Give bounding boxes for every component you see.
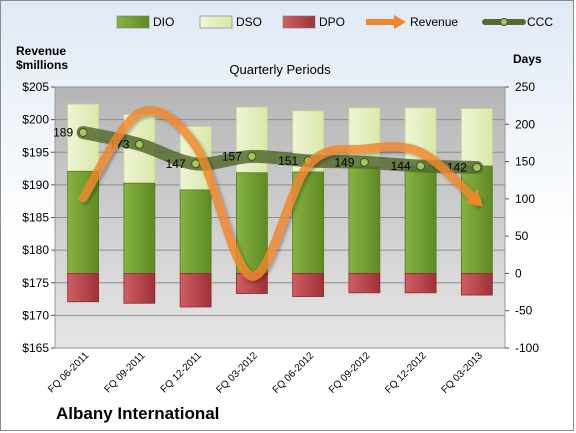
- bar-dio-6: [404, 165, 437, 274]
- bar-dio-7: [460, 165, 493, 274]
- legend-item-dso: DSO: [199, 15, 262, 29]
- ccc-point-1: [134, 139, 144, 149]
- bar-dio-2: [179, 189, 212, 274]
- bar-dpo-6: [404, 273, 437, 294]
- x-tick-label-5: FQ 09-2012: [327, 350, 373, 396]
- revenue-line: [78, 106, 482, 281]
- ccc-point-3: [247, 151, 257, 161]
- ccc-data-label-5: 149: [334, 155, 354, 169]
- legend-marker: [500, 18, 508, 26]
- right-axis-title: Days: [513, 52, 542, 66]
- ccc-point-7: [472, 163, 482, 173]
- left-tick-label: $200: [22, 113, 49, 127]
- legend-swatch: [199, 15, 233, 29]
- left-axis-title-line2: $millions: [16, 58, 69, 72]
- x-tick-label-2: FQ 12-2011: [159, 350, 204, 395]
- left-tick-label: $185: [22, 211, 49, 225]
- legend-item-dpo: DPO: [282, 15, 345, 29]
- ccc-point-6: [416, 161, 426, 171]
- x-tick-label-6: FQ 12-2012: [383, 350, 429, 396]
- company-name: Albany International: [56, 404, 220, 423]
- revenue-arrowhead: [465, 189, 483, 207]
- right-tick-label: 200: [515, 117, 535, 131]
- bar-dpo-1: [123, 273, 156, 304]
- legend-label: CCC: [527, 15, 553, 29]
- legend-label: DPO: [319, 15, 345, 29]
- left-axis-title-line1: Revenue: [16, 44, 67, 58]
- right-tick-label: 250: [515, 80, 535, 94]
- legend-label: DIO: [153, 15, 174, 29]
- ccc-point-5: [359, 157, 369, 167]
- legend-label: Revenue: [410, 15, 458, 29]
- ccc-data-label-6: 144: [391, 159, 411, 173]
- legend-swatch: [282, 15, 316, 29]
- left-tick-label: $170: [22, 308, 49, 322]
- x-tick-label-7: FQ 03-2013: [439, 350, 485, 396]
- legend-item-ccc: CCC: [482, 15, 553, 29]
- ccc-data-label-3: 157: [222, 149, 242, 163]
- x-tick-label-1: FQ 09-2011: [103, 350, 148, 395]
- left-tick-label: $165: [22, 341, 49, 355]
- left-axis-title: Revenue $millions: [16, 44, 68, 72]
- left-tick-label: $190: [22, 178, 49, 192]
- right-tick-label: -50: [515, 304, 533, 318]
- ccc-point-2: [191, 159, 201, 169]
- ccc-point-0: [78, 127, 88, 137]
- right-tick-label: 50: [515, 229, 529, 243]
- bar-dso-7: [460, 108, 493, 167]
- bar-dpo-7: [460, 273, 493, 296]
- bar-dpo-2: [179, 273, 212, 308]
- left-tick-label: $195: [22, 145, 49, 159]
- x-tick-label-3: FQ 03-2012: [214, 350, 260, 396]
- bar-dpo-0: [67, 273, 100, 303]
- ccc-line: [76, 125, 484, 175]
- chart-title: Quarterly Periods: [229, 62, 331, 77]
- legend-item-dio: DIO: [116, 15, 174, 29]
- ccc-data-label-4: 151: [278, 154, 298, 168]
- x-tick-label-4: FQ 06-2012: [271, 350, 317, 396]
- left-tick-label: $205: [22, 80, 49, 94]
- left-tick-label: $180: [22, 243, 49, 257]
- legend-item-revenue: Revenue: [366, 15, 458, 29]
- ccc-data-label-2: 147: [166, 157, 186, 171]
- ccc-data-label-0: 189: [53, 125, 73, 139]
- right-tick-label: 150: [515, 155, 535, 169]
- bar-dio-5: [348, 166, 381, 274]
- bar-dpo-5: [348, 273, 381, 294]
- bar-dio-1: [123, 182, 156, 274]
- bar-dpo-4: [292, 273, 325, 297]
- right-tick-label: -100: [515, 341, 539, 355]
- right-tick-label: 0: [515, 266, 522, 280]
- right-tick-label: 100: [515, 192, 535, 206]
- legend-swatch: [116, 15, 150, 29]
- legend-label: DSO: [236, 15, 262, 29]
- left-tick-label: $175: [22, 276, 49, 290]
- legend-arrow: [394, 15, 406, 29]
- x-tick-label-0: FQ 06-2011: [46, 350, 91, 395]
